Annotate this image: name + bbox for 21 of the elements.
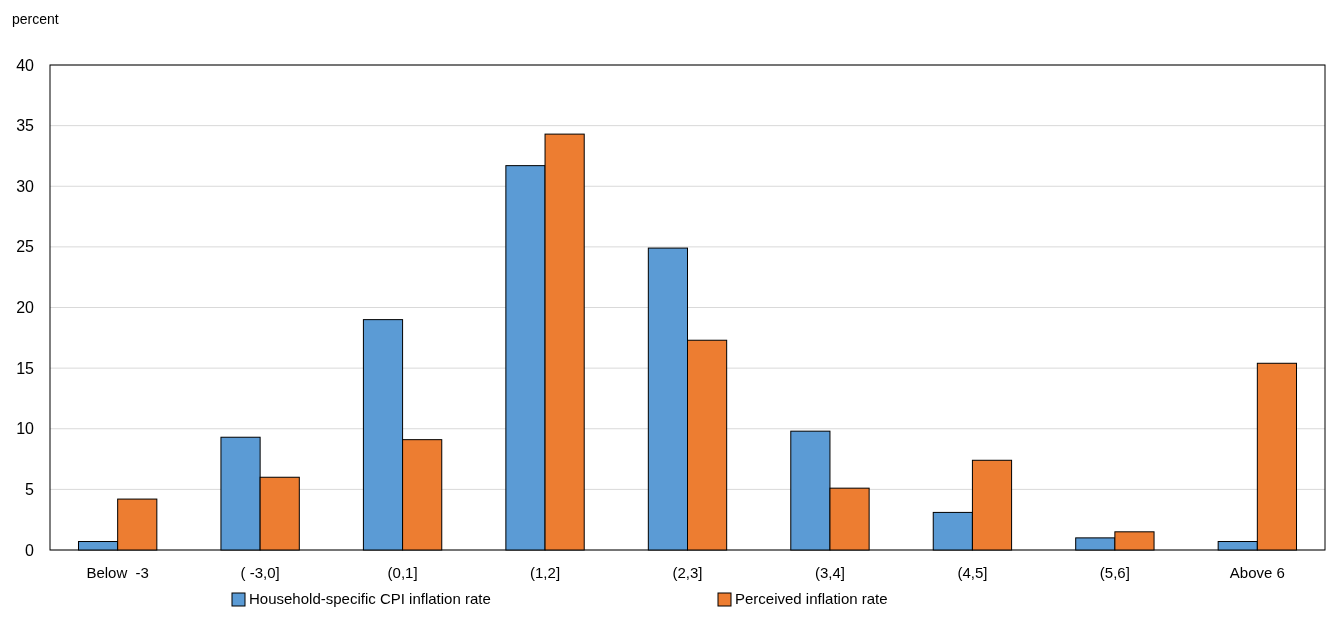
x-tick-label: (0,1] (387, 564, 418, 581)
legend-label: Perceived inflation rate (735, 590, 888, 607)
x-tick-label: (5,6] (1099, 564, 1130, 581)
y-tick-label: 5 (25, 480, 35, 498)
y-tick-label: 0 (25, 541, 35, 559)
y-tick-label: 25 (16, 238, 35, 256)
y-tick-label: 10 (16, 420, 35, 438)
x-tick-label: Below -3 (86, 564, 149, 581)
x-tick-label: (1,2] (530, 564, 561, 581)
y-tick-label: 30 (16, 177, 35, 195)
x-tick-label: (4,5] (957, 564, 988, 581)
x-tick-label: ( -3,0] (240, 564, 280, 581)
y-tick-label: 20 (16, 299, 35, 317)
x-tick-label: (2,3] (672, 564, 703, 581)
legend-label: Household-specific CPI inflation rate (249, 590, 491, 607)
x-tick-label: Above 6 (1229, 564, 1285, 581)
x-tick-label: (3,4] (814, 564, 845, 581)
y-tick-label: 15 (16, 359, 35, 377)
y-axis-title: percent (12, 11, 59, 27)
y-tick-label: 35 (16, 117, 35, 135)
y-tick-label: 40 (16, 56, 35, 74)
